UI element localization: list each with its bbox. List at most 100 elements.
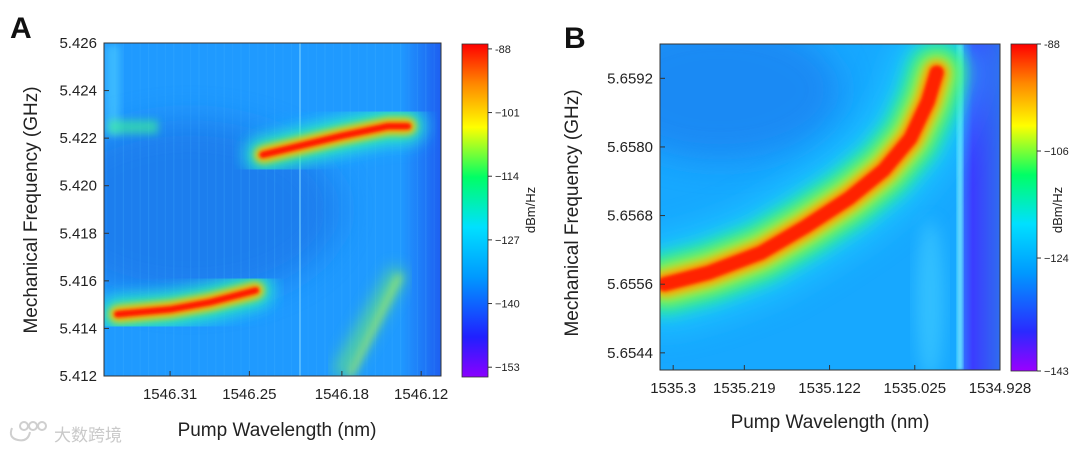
y-tick-label: 5.424 xyxy=(59,83,97,100)
heatmap-secondary-branch-core xyxy=(347,273,403,376)
x-tick-label: 1535.219 xyxy=(713,380,776,397)
heatmap-streak xyxy=(290,43,292,376)
colorbar-tick-label: −153 xyxy=(495,362,520,374)
heatmap-streak xyxy=(223,43,225,376)
x-tick-label: 1546.12 xyxy=(394,386,448,403)
plot-frame-a xyxy=(103,42,442,377)
heatmap-streak xyxy=(198,43,200,376)
heatmap-streak xyxy=(148,43,150,376)
heatmap-streak xyxy=(349,43,351,376)
heatmap-edge-glow xyxy=(916,220,944,370)
heatmap-streak xyxy=(240,43,242,376)
colorbar-tick-label: -88 xyxy=(1044,39,1060,51)
heatmap-streak xyxy=(106,43,108,376)
heatmap-b xyxy=(660,44,1000,370)
heatmap-streak xyxy=(341,43,343,376)
y-tick-label: 5.412 xyxy=(59,368,97,385)
watermark-logo-icon xyxy=(9,421,47,442)
colorbar-ticks-a: -88 −101 −114 −127 −140 −153 xyxy=(488,44,520,374)
x-axis-title-b: Pump Wavelength (nm) xyxy=(731,412,930,433)
y-tick-label: 5.422 xyxy=(59,130,97,147)
heatmap-streak xyxy=(265,43,267,376)
heatmap-streak xyxy=(366,43,368,376)
heatmap-a xyxy=(104,43,441,376)
colorbar-title-a: dBm/Hz xyxy=(523,187,538,233)
y-tick-label: 5.6568 xyxy=(607,208,653,225)
colorbar-b xyxy=(1010,43,1038,372)
heatmap-streak xyxy=(114,43,116,376)
heatmap-streak xyxy=(433,43,435,376)
y-tick-label: 5.420 xyxy=(59,178,97,195)
colorbar-tick-label: −101 xyxy=(495,108,520,120)
heatmap-streak xyxy=(282,43,284,376)
x-tick-label: 1535.025 xyxy=(883,380,946,397)
axes-ticks-b: 1535.3 1535.219 1535.122 1535.025 1534.928 5.… xyxy=(607,70,1031,397)
heatmap-streak xyxy=(307,43,309,376)
y-tick-label: 5.418 xyxy=(59,225,97,242)
x-tick-label: 1546.31 xyxy=(143,386,197,403)
y-tick-label: 5.6544 xyxy=(607,345,653,362)
y-axis-title-b: Mechanical Frequency (GHz) xyxy=(562,89,583,336)
heatmap-streak xyxy=(139,43,141,376)
heatmap-streak xyxy=(257,43,259,376)
x-axis-title-a: Pump Wavelength (nm) xyxy=(178,420,377,441)
x-tick-label: 1546.25 xyxy=(222,386,276,403)
heatmap-streak xyxy=(324,43,326,376)
x-tick-label: 1534.928 xyxy=(969,380,1032,397)
y-axis-title-a: Mechanical Frequency (GHz) xyxy=(21,86,42,333)
y-tick-label: 5.6580 xyxy=(607,139,653,156)
panel-label-b: B xyxy=(564,22,586,55)
heatmap-streak xyxy=(400,43,402,376)
ridge-upper-branch-layer-4 xyxy=(259,123,411,158)
heatmap-weak-mode xyxy=(108,120,158,134)
heatmap-streak xyxy=(190,43,192,376)
heatmap-streak xyxy=(408,43,410,376)
colorbar-a xyxy=(461,43,489,378)
heatmap-streak xyxy=(374,43,376,376)
heatmap-low-noise-region xyxy=(660,44,840,160)
heatmap-streak xyxy=(332,43,334,376)
watermark-text: 大数跨境 xyxy=(54,426,122,446)
heatmap-noise-patch xyxy=(106,45,120,135)
heatmap-streak xyxy=(425,43,427,376)
colorbar-tick-label: −140 xyxy=(495,299,520,311)
x-tick-label: 1535.122 xyxy=(798,380,861,397)
heatmap-streak xyxy=(383,43,385,376)
colorbar-tick-label: −106 xyxy=(1044,146,1069,158)
heatmap-streak xyxy=(164,43,166,376)
y-tick-label: 5.6592 xyxy=(607,70,653,87)
heatmap-streak xyxy=(173,43,175,376)
heatmap-streak xyxy=(316,43,318,376)
heatmap-secondary-branch xyxy=(332,265,408,376)
heatmap-streak xyxy=(391,43,393,376)
x-tick-label: 1546.18 xyxy=(315,386,369,403)
heatmap-streak xyxy=(232,43,234,376)
y-tick-label: 5.414 xyxy=(59,320,97,337)
heatmap-streak xyxy=(181,43,183,376)
axes-ticks-a: 1546.31 1546.25 1546.18 1546.12 5.412 5.414 5.… xyxy=(59,35,448,403)
y-tick-label: 5.416 xyxy=(59,273,97,290)
colorbar-tick-label: −143 xyxy=(1044,366,1069,378)
heatmap-streak xyxy=(206,43,208,376)
heatmap-streak xyxy=(215,43,217,376)
y-tick-label: 5.6556 xyxy=(607,276,653,293)
colorbar-tick-label: -88 xyxy=(495,44,511,56)
colorbar-tick-label: −114 xyxy=(495,171,519,183)
ridge-main-branch-layer-4 xyxy=(660,65,944,292)
heatmap-edge-fade xyxy=(400,43,441,376)
heatmap-streak xyxy=(274,43,276,376)
colorbar-title-b: dBm/Hz xyxy=(1050,187,1065,233)
heatmap-streak xyxy=(131,43,133,376)
colorbar-ticks-b: -88 −106 −124 −143 xyxy=(1037,39,1069,378)
heatmap-streak xyxy=(122,43,124,376)
heatmap-edge-bright-line xyxy=(957,44,963,370)
ridge-lower-branch-layer-4 xyxy=(114,287,259,318)
watermark: 大数跨境 xyxy=(9,421,122,446)
heatmap-streak xyxy=(358,43,360,376)
x-tick-label: 1535.3 xyxy=(650,380,696,397)
heatmap-streak xyxy=(416,43,418,376)
colorbar-tick-label: −124 xyxy=(1044,253,1069,265)
heatmap-streak xyxy=(156,43,158,376)
